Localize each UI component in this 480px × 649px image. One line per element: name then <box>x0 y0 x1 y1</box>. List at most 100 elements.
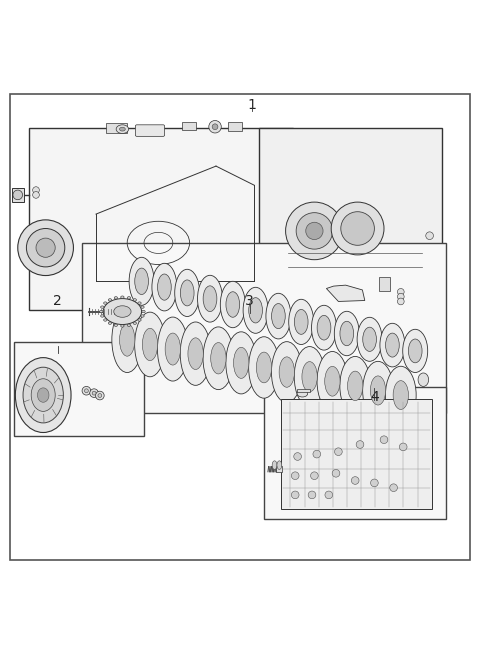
Bar <box>276 466 282 472</box>
Ellipse shape <box>363 327 376 351</box>
Ellipse shape <box>84 389 88 393</box>
Ellipse shape <box>120 324 135 356</box>
Ellipse shape <box>324 367 340 396</box>
Ellipse shape <box>380 323 405 367</box>
Ellipse shape <box>127 324 131 326</box>
Ellipse shape <box>397 298 404 305</box>
Ellipse shape <box>266 293 291 339</box>
Text: 2: 2 <box>53 295 62 308</box>
Ellipse shape <box>306 222 323 239</box>
Ellipse shape <box>141 306 144 308</box>
Ellipse shape <box>116 125 129 134</box>
Ellipse shape <box>112 307 143 373</box>
Ellipse shape <box>138 319 141 321</box>
Ellipse shape <box>98 394 102 397</box>
Ellipse shape <box>313 450 321 458</box>
Ellipse shape <box>108 322 112 324</box>
Ellipse shape <box>226 292 240 317</box>
Bar <box>14 342 144 436</box>
Text: 4: 4 <box>370 391 379 404</box>
Ellipse shape <box>397 293 404 300</box>
Ellipse shape <box>82 386 91 395</box>
Ellipse shape <box>286 202 343 260</box>
Ellipse shape <box>426 232 433 239</box>
Ellipse shape <box>385 366 416 424</box>
Ellipse shape <box>152 263 177 311</box>
Polygon shape <box>326 285 365 301</box>
Ellipse shape <box>203 327 234 389</box>
Ellipse shape <box>335 448 342 456</box>
Ellipse shape <box>120 127 125 131</box>
Ellipse shape <box>334 312 359 356</box>
Ellipse shape <box>308 491 316 498</box>
Ellipse shape <box>175 269 200 317</box>
Ellipse shape <box>133 299 136 301</box>
Bar <box>379 278 390 291</box>
Text: 3: 3 <box>245 295 254 308</box>
Ellipse shape <box>341 212 374 245</box>
Ellipse shape <box>220 281 245 328</box>
Ellipse shape <box>249 337 279 398</box>
Ellipse shape <box>371 479 378 487</box>
Ellipse shape <box>226 332 256 394</box>
Ellipse shape <box>272 461 277 469</box>
Ellipse shape <box>114 324 118 326</box>
Ellipse shape <box>180 322 211 386</box>
Ellipse shape <box>121 296 124 299</box>
Bar <box>259 128 442 300</box>
Ellipse shape <box>397 289 404 295</box>
Ellipse shape <box>133 322 136 324</box>
Ellipse shape <box>31 379 55 411</box>
Ellipse shape <box>291 491 299 498</box>
Ellipse shape <box>399 443 407 451</box>
Ellipse shape <box>92 391 96 395</box>
Ellipse shape <box>142 310 145 313</box>
Bar <box>82 243 446 413</box>
Ellipse shape <box>100 310 103 313</box>
Ellipse shape <box>33 187 39 193</box>
Bar <box>106 123 127 132</box>
Ellipse shape <box>302 361 317 392</box>
Ellipse shape <box>393 381 408 410</box>
Ellipse shape <box>325 491 333 498</box>
Ellipse shape <box>103 299 142 324</box>
Ellipse shape <box>104 302 107 304</box>
Ellipse shape <box>288 299 314 345</box>
Bar <box>297 389 310 392</box>
Text: 1: 1 <box>248 98 256 112</box>
Ellipse shape <box>37 388 49 402</box>
Ellipse shape <box>294 347 325 407</box>
Ellipse shape <box>13 190 23 200</box>
Ellipse shape <box>311 472 318 480</box>
Ellipse shape <box>357 317 382 361</box>
Ellipse shape <box>317 352 348 411</box>
Bar <box>182 123 196 130</box>
Ellipse shape <box>15 358 71 432</box>
Ellipse shape <box>249 298 263 323</box>
Ellipse shape <box>418 373 429 386</box>
Bar <box>228 122 242 130</box>
Ellipse shape <box>114 306 131 317</box>
Ellipse shape <box>272 304 285 328</box>
Ellipse shape <box>331 202 384 255</box>
Ellipse shape <box>340 356 371 415</box>
Ellipse shape <box>108 299 112 301</box>
Ellipse shape <box>165 333 180 365</box>
Ellipse shape <box>277 461 282 469</box>
Ellipse shape <box>296 213 333 249</box>
Ellipse shape <box>351 476 359 484</box>
Ellipse shape <box>101 306 104 308</box>
Ellipse shape <box>294 452 301 460</box>
Ellipse shape <box>363 361 394 420</box>
Ellipse shape <box>121 324 124 327</box>
Ellipse shape <box>36 238 55 257</box>
Ellipse shape <box>138 302 141 304</box>
Ellipse shape <box>96 391 104 400</box>
Ellipse shape <box>272 341 302 402</box>
Ellipse shape <box>23 367 63 423</box>
Bar <box>12 188 24 202</box>
Ellipse shape <box>33 191 39 198</box>
Ellipse shape <box>127 297 131 299</box>
Bar <box>29 128 293 310</box>
Ellipse shape <box>209 121 221 133</box>
